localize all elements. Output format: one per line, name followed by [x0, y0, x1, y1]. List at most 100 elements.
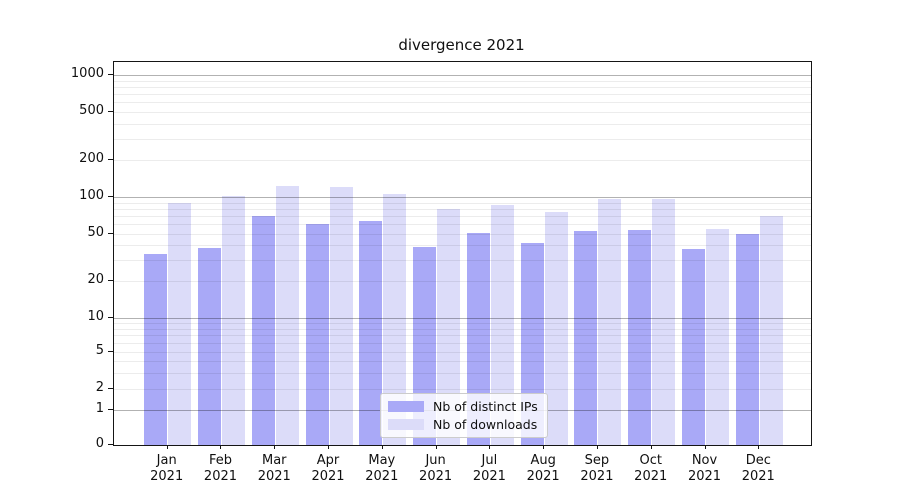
y-tick-label: 20 — [87, 272, 104, 287]
x-tick-label: Feb 2021 — [178, 453, 262, 484]
x-tick-year: 2021 — [257, 468, 291, 484]
minor-gridline — [114, 86, 811, 88]
y-tick-label: 1 — [95, 401, 104, 417]
x-tick-label: Mar 2021 — [232, 453, 316, 484]
major-gridline — [114, 317, 811, 319]
x-tick-label: Apr 2021 — [286, 453, 370, 484]
major-gridline — [114, 197, 811, 198]
bar-distinct-ips-oct — [628, 229, 652, 445]
x-tick-label: Aug 2021 — [501, 453, 585, 484]
y-tick-mark — [108, 159, 113, 161]
x-tick-mark — [704, 445, 706, 449]
x-tick-year: 2021 — [472, 468, 506, 484]
x-tick-month: Feb — [208, 453, 232, 468]
minor-gridline — [114, 245, 811, 247]
legend: Nb of distinct IPs Nb of downloads — [380, 393, 548, 438]
y-tick-mark — [108, 409, 113, 411]
x-tick-year: 2021 — [150, 468, 184, 484]
minor-gridline — [114, 215, 811, 217]
y-tick-label: 200 — [79, 151, 104, 167]
x-tick-label: Nov 2021 — [663, 453, 747, 484]
x-tick-year: 2021 — [687, 468, 722, 484]
bar-distinct-ips-jul — [466, 232, 490, 445]
y-tick-label: 0 — [95, 436, 104, 451]
y-tick-label: 50 — [87, 224, 104, 240]
minor-gridline — [114, 322, 811, 324]
x-tick-label: Jan 2021 — [125, 453, 209, 484]
bar-downloads-nov — [706, 228, 729, 445]
y-tick-mark — [108, 316, 113, 318]
x-tick-label: Dec 2021 — [716, 453, 800, 484]
minor-gridline — [114, 111, 811, 113]
x-tick-label: Jul 2021 — [447, 453, 531, 484]
x-tick-year: 2021 — [741, 468, 775, 484]
bar-downloads-jun — [437, 208, 461, 445]
x-tick-mark — [166, 445, 168, 449]
x-tick-mark — [328, 445, 330, 449]
x-tick-year: 2021 — [365, 468, 399, 484]
bar-downloads-mar — [275, 186, 299, 445]
minor-gridline — [114, 208, 811, 210]
x-tick-year: 2021 — [419, 468, 453, 484]
x-tick-label: May 2021 — [340, 453, 424, 484]
y-tick-label: 2 — [95, 380, 104, 396]
chart-title: divergence 2021 — [398, 36, 525, 54]
x-tick-month: May — [368, 453, 396, 468]
y-tick-label: 500 — [79, 102, 104, 118]
bar-distinct-ips-apr — [305, 224, 329, 445]
x-tick-mark — [435, 445, 437, 449]
bar-distinct-ips-dec — [735, 233, 759, 445]
minor-gridline — [114, 224, 811, 226]
bar-distinct-ips-nov — [682, 249, 705, 445]
minor-gridline — [114, 93, 811, 95]
x-tick-label: Jun 2021 — [394, 453, 478, 484]
minor-gridline — [114, 372, 811, 374]
x-tick-mark — [543, 445, 545, 449]
minor-gridline — [114, 342, 811, 344]
minor-gridline — [114, 389, 811, 391]
bar-distinct-ips-sep — [574, 230, 598, 445]
minor-gridline — [114, 123, 811, 125]
minor-gridline — [114, 361, 811, 363]
legend-label-downloads: Nb of downloads — [433, 417, 538, 432]
bar-downloads-sep — [598, 198, 622, 445]
y-tick-mark — [108, 351, 113, 352]
y-tick-mark — [108, 280, 113, 281]
x-tick-month: Jan — [156, 453, 177, 468]
bar-downloads-aug — [544, 212, 568, 445]
bar-downloads-feb — [221, 195, 245, 445]
x-tick-month: Aug — [530, 453, 556, 468]
y-tick-mark — [108, 74, 113, 75]
x-tick-label: Oct 2021 — [609, 453, 693, 484]
x-tick-month: Jul — [481, 453, 498, 468]
legend-swatch-downloads — [388, 419, 424, 430]
minor-gridline — [114, 335, 811, 337]
x-tick-mark — [220, 445, 222, 449]
minor-gridline — [114, 352, 811, 353]
bar-downloads-jan — [168, 202, 192, 445]
minor-gridline — [114, 260, 811, 262]
x-tick-month: Oct — [639, 453, 662, 468]
x-tick-mark — [489, 445, 491, 449]
y-tick-mark — [108, 444, 113, 445]
x-tick-mark — [650, 445, 652, 449]
y-tick-label: 100 — [79, 188, 104, 203]
legend-row-downloads: Nb of downloads — [388, 417, 538, 432]
bar-downloads-oct — [652, 198, 676, 445]
legend-label-distinct-ips: Nb of distinct IPs — [433, 399, 538, 414]
legend-row-distinct-ips: Nb of distinct IPs — [388, 399, 538, 414]
bar-downloads-may — [383, 193, 407, 445]
x-tick-label: Sep 2021 — [555, 453, 639, 484]
y-tick-label: 5 — [95, 343, 104, 358]
x-tick-month: Sep — [584, 453, 610, 468]
major-gridline — [114, 75, 811, 76]
x-tick-mark — [274, 445, 276, 449]
x-tick-month: Jun — [425, 453, 446, 468]
minor-gridline — [114, 233, 811, 235]
minor-gridline — [114, 160, 811, 162]
bar-distinct-ips-jan — [144, 253, 168, 445]
y-tick-mark — [108, 388, 113, 390]
y-tick-mark — [108, 110, 113, 112]
bar-downloads-jul — [490, 205, 514, 445]
